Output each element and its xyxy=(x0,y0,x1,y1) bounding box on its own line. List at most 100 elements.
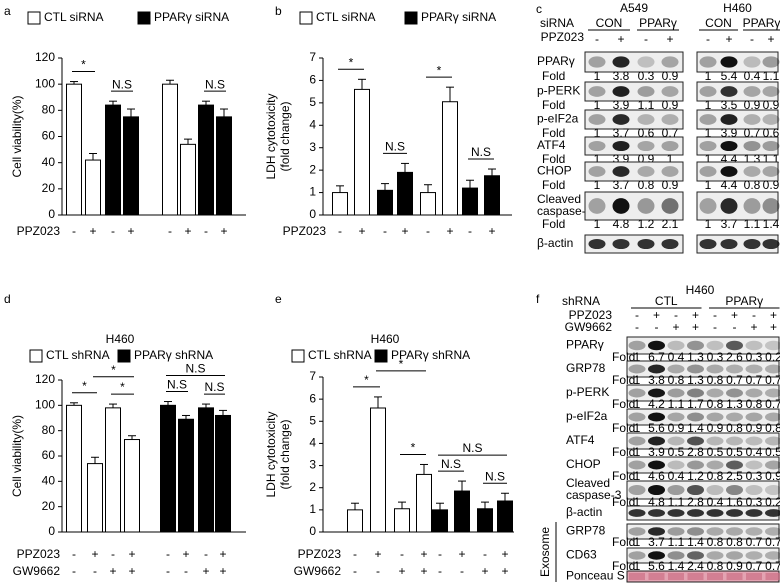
fold-value: 0.5 xyxy=(707,445,724,459)
bar xyxy=(454,490,470,533)
y-tick-label: 20 xyxy=(42,499,56,513)
fold-value: 0.8 xyxy=(707,397,724,411)
blot-band xyxy=(612,140,630,152)
bar xyxy=(160,404,176,533)
blot-band xyxy=(699,238,717,250)
blot-band xyxy=(762,56,780,68)
blot-band xyxy=(699,198,717,214)
y-tick-label: 80 xyxy=(42,103,56,117)
fold-value: 0.8 xyxy=(707,559,724,573)
y-tick-label: 0 xyxy=(48,524,55,538)
blot-band xyxy=(706,551,724,560)
y-tick-label: 40 xyxy=(42,474,56,488)
treatment-sign: + xyxy=(666,32,673,46)
legend-label: CTL shRNA xyxy=(46,348,110,362)
blot-frame xyxy=(626,408,780,426)
protein-label: CHOP xyxy=(537,164,572,178)
bar xyxy=(497,500,513,533)
fold-value: 1 xyxy=(634,421,641,435)
blot-frame xyxy=(626,336,780,355)
fold-value: 1 xyxy=(594,217,601,231)
fold-value: 1.4 xyxy=(763,217,780,231)
treatment-sign: + xyxy=(767,32,774,46)
fold-value: 0.4 xyxy=(668,469,685,483)
fold-label: Fold xyxy=(612,469,635,483)
bar xyxy=(124,439,140,533)
treatment-sign: + xyxy=(219,547,226,561)
treatment-sign: + xyxy=(501,564,508,578)
blot-band xyxy=(706,436,724,446)
fold-value: 5.4 xyxy=(721,69,738,83)
fold-label: Fold xyxy=(542,98,565,112)
blot-band xyxy=(612,238,630,250)
exosome-label: Exosome xyxy=(538,527,552,577)
fold-value: 2.1 xyxy=(662,217,679,231)
blot-band xyxy=(628,340,646,351)
fold-value: 1 xyxy=(634,373,641,387)
legend-label: PPARγ siRNA xyxy=(421,10,496,24)
treatment-sign: + xyxy=(202,564,209,578)
fold-value: 0.8 xyxy=(726,421,743,435)
protein-label: caspase-3 xyxy=(537,204,593,218)
treatment-sign: + xyxy=(128,564,135,578)
fold-value: 0.5 xyxy=(765,445,780,459)
blot-band xyxy=(628,412,646,422)
fold-value: 3.8 xyxy=(648,373,665,387)
blot-band xyxy=(661,198,679,214)
fold-value: 0.9 xyxy=(763,178,780,192)
blot-band xyxy=(743,198,761,214)
treatment-sign: + xyxy=(731,308,738,322)
blot-band xyxy=(687,364,704,374)
blot-band xyxy=(762,238,780,250)
bar xyxy=(432,509,448,533)
blot-frame xyxy=(584,191,684,221)
blot-band xyxy=(687,340,704,351)
blot-band xyxy=(667,484,685,496)
fold-value: 1 xyxy=(634,397,641,411)
ponceau-lane xyxy=(746,573,762,580)
bar xyxy=(394,508,410,533)
blot-band xyxy=(648,340,665,351)
blot-band xyxy=(667,340,685,351)
fold-value: 1 xyxy=(705,98,712,112)
protein-label: p-PERK xyxy=(566,385,609,399)
bar xyxy=(85,159,101,216)
treatment-sign: - xyxy=(353,564,357,578)
blot-band xyxy=(661,114,679,125)
y-tick-label: 40 xyxy=(42,155,56,169)
fold-value: 1.2 xyxy=(687,469,704,483)
legend-swatch xyxy=(404,11,418,25)
significance-label: N.S xyxy=(185,362,205,376)
treatment-label: PPZ023 xyxy=(283,224,327,238)
fold-value: 1.1 xyxy=(744,217,761,231)
panel-label: b xyxy=(275,4,282,18)
protein-label: p-PERK xyxy=(537,84,580,98)
blot-band xyxy=(588,86,606,97)
protein-label: β-actin xyxy=(537,236,573,250)
blot-band xyxy=(637,140,655,152)
blot-band xyxy=(765,412,780,422)
legend-label: PPARγ shRNA xyxy=(134,348,213,362)
treatment-sign: + xyxy=(770,320,777,334)
treatment-label: PPZ023 xyxy=(569,308,613,322)
treatment-sign: - xyxy=(752,308,756,322)
blot-band xyxy=(612,198,630,214)
blot-band xyxy=(743,140,761,152)
y-tick-label: 2 xyxy=(309,480,316,494)
bar xyxy=(442,101,458,216)
protein-label: p-eIF2a xyxy=(537,112,579,126)
treatment-sign: - xyxy=(383,224,387,238)
fold-value: 3.7 xyxy=(648,535,665,549)
blot-band xyxy=(667,460,685,470)
blot-band xyxy=(661,238,679,250)
blot-band xyxy=(648,484,665,496)
protein-label: β-actin xyxy=(566,505,602,519)
blot-band xyxy=(588,238,606,250)
y-tick-label: 100 xyxy=(35,398,55,412)
y-axis-label: LDH cytotoxicity xyxy=(264,411,278,497)
blot-band xyxy=(661,140,679,152)
y-tick-label: 0 xyxy=(309,207,316,221)
fold-value: 1.3 xyxy=(687,373,704,387)
bar xyxy=(462,187,478,216)
